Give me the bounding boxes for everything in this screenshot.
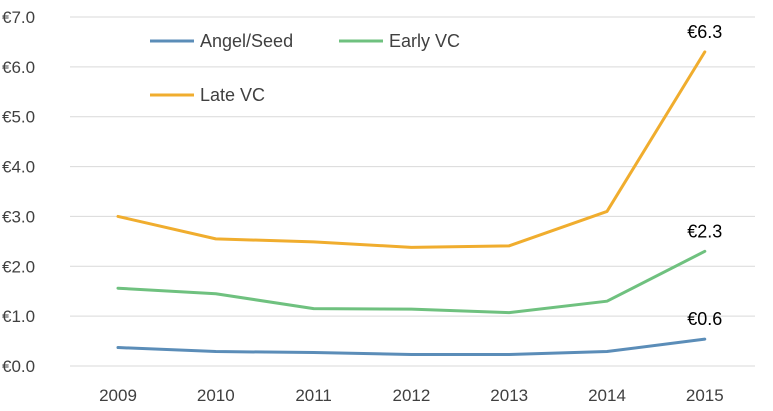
series-line-late-vc [116,50,707,249]
series-lines [116,50,707,357]
x-tick-label: 2010 [197,386,235,405]
y-tick-label: €6.0 [2,58,35,77]
data-label: €0.6 [687,309,722,329]
y-tick-label: €5.0 [2,108,35,127]
x-tick-label: 2013 [490,386,528,405]
x-tick-label: 2009 [99,386,137,405]
gridlines [70,16,755,367]
x-axis-ticks: 2009 2010 2011 2012 2013 2014 2015 [99,386,724,405]
x-tick-label: 2012 [392,386,430,405]
x-tick-label: 2014 [588,386,626,405]
series-line-angel-seed [116,337,707,357]
y-axis-ticks: €0.0 €1.0 €2.0 €3.0 €4.0 €5.0 €6.0 €7.0 [2,8,35,376]
legend-entry: Angel/Seed [200,31,293,51]
y-tick-label: €0.0 [2,357,35,376]
data-label: €6.3 [687,22,722,42]
y-tick-label: €2.0 [2,257,35,276]
data-labels: €0.6 €2.3 €6.3 [687,22,722,329]
y-tick-label: €3.0 [2,207,35,226]
data-label: €2.3 [687,221,722,241]
y-tick-label: €7.0 [2,8,35,27]
y-tick-label: €1.0 [2,307,35,326]
x-tick-label: 2015 [686,386,724,405]
legend-entry: Late VC [200,85,265,105]
legend-entry: Early VC [389,31,460,51]
legend: Angel/Seed Early VC Late VC [150,31,460,105]
x-tick-label: 2011 [295,386,332,405]
y-tick-label: €4.0 [2,158,35,177]
series-line-early-vc [116,249,707,315]
